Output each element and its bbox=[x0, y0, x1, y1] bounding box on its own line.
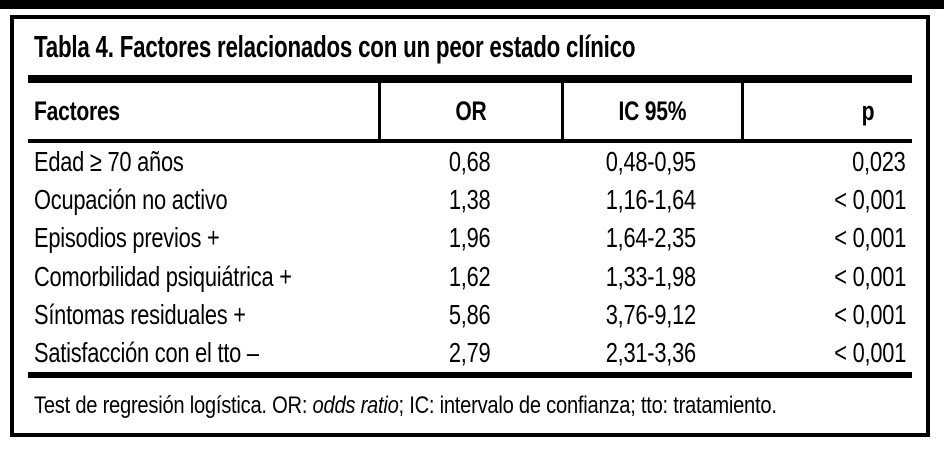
ic-cell: 1,16-1,64 bbox=[561, 181, 741, 219]
ic-value: 1,64-2,35 bbox=[605, 222, 697, 254]
or-cell: 1,38 bbox=[378, 181, 561, 219]
table-row: Satisfacción con el tto – 2,79 2,31-3,36… bbox=[28, 334, 912, 372]
factor-label: Comorbilidad psiquiátrica + bbox=[34, 260, 292, 292]
or-value: 1,96 bbox=[448, 222, 491, 254]
column-header-ic95: IC 95% bbox=[618, 95, 687, 126]
or-value: 2,79 bbox=[448, 336, 491, 368]
table-row: Comorbilidad psiquiátrica + 1,62 1,33-1,… bbox=[28, 258, 912, 296]
title-divider-rule bbox=[28, 75, 912, 83]
or-cell: 5,86 bbox=[378, 296, 561, 334]
factor-cell: Ocupación no activo bbox=[28, 181, 378, 219]
p-cell: < 0,001 bbox=[741, 296, 912, 334]
factor-cell: Comorbilidad psiquiátrica + bbox=[28, 258, 378, 296]
column-header-p: p bbox=[861, 95, 874, 126]
or-cell: 1,96 bbox=[378, 219, 561, 257]
ic-cell: 2,31-3,36 bbox=[561, 334, 741, 372]
factor-cell: Síntomas residuales + bbox=[28, 296, 378, 334]
or-cell: 1,62 bbox=[378, 258, 561, 296]
ic-value: 3,76-9,12 bbox=[605, 298, 697, 330]
p-cell: 0,023 bbox=[741, 143, 912, 181]
column-header-factores-cell: Factores bbox=[28, 83, 378, 139]
factor-label: Edad ≥ 70 años bbox=[34, 146, 184, 178]
column-header-factores: Factores bbox=[34, 95, 120, 126]
footnote-prefix: Test de regresión logística. OR: bbox=[34, 391, 313, 419]
p-cell: < 0,001 bbox=[741, 219, 912, 257]
ic-cell: 0,48-0,95 bbox=[561, 143, 741, 181]
factor-label: Satisfacción con el tto – bbox=[34, 336, 259, 368]
p-value: < 0,001 bbox=[834, 298, 906, 330]
table-row: Episodios previos + 1,96 1,64-2,35 < 0,0… bbox=[28, 219, 912, 257]
column-header-p-cell: p bbox=[741, 83, 912, 139]
factor-label: Episodios previos + bbox=[34, 222, 220, 254]
footer-divider-rule bbox=[28, 372, 912, 378]
p-cell: < 0,001 bbox=[741, 258, 912, 296]
table-box: Tabla 4. Factores relacionados con un pe… bbox=[10, 15, 930, 437]
p-value: < 0,001 bbox=[834, 260, 906, 292]
or-cell: 0,68 bbox=[378, 143, 561, 181]
or-value: 1,38 bbox=[448, 184, 491, 216]
factor-cell: Satisfacción con el tto – bbox=[28, 334, 378, 372]
column-header-or-cell: OR bbox=[378, 83, 561, 139]
p-value: < 0,001 bbox=[834, 184, 906, 216]
footnote-suffix: ; IC: intervalo de confianza; tto: trata… bbox=[398, 391, 777, 419]
or-value: 5,86 bbox=[448, 298, 491, 330]
column-header-ic95-cell: IC 95% bbox=[561, 83, 741, 139]
column-header-or: OR bbox=[455, 95, 487, 126]
table-footnote-band: Test de regresión logística. OR: odds ra… bbox=[28, 378, 912, 433]
factor-cell: Episodios previos + bbox=[28, 219, 378, 257]
or-value: 1,62 bbox=[448, 260, 491, 292]
table-header-row: Factores OR IC 95% p bbox=[28, 83, 912, 139]
header-divider-rule bbox=[28, 139, 912, 143]
ic-value: 2,31-3,36 bbox=[605, 336, 697, 368]
or-cell: 2,79 bbox=[378, 334, 561, 372]
ic-value: 1,33-1,98 bbox=[605, 260, 697, 292]
page-top-rule bbox=[0, 0, 944, 9]
ic-cell: 1,64-2,35 bbox=[561, 219, 741, 257]
table-title: Tabla 4. Factores relacionados con un pe… bbox=[34, 29, 636, 64]
factor-label: Síntomas residuales + bbox=[34, 298, 246, 330]
ic-cell: 3,76-9,12 bbox=[561, 296, 741, 334]
p-cell: < 0,001 bbox=[741, 181, 912, 219]
p-value: 0,023 bbox=[852, 146, 907, 178]
ic-value: 0,48-0,95 bbox=[605, 146, 697, 178]
ic-value: 1,16-1,64 bbox=[605, 184, 697, 216]
table-row: Síntomas residuales + 5,86 3,76-9,12 < 0… bbox=[28, 296, 912, 334]
p-cell: < 0,001 bbox=[741, 334, 912, 372]
p-value: < 0,001 bbox=[834, 336, 906, 368]
p-value: < 0,001 bbox=[834, 222, 906, 254]
table-footnote: Test de regresión logística. OR: odds ra… bbox=[34, 392, 777, 420]
table-row: Edad ≥ 70 años 0,68 0,48-0,95 0,023 bbox=[28, 143, 912, 181]
ic-cell: 1,33-1,98 bbox=[561, 258, 741, 296]
table-body: Edad ≥ 70 años 0,68 0,48-0,95 0,023 Ocup… bbox=[28, 143, 912, 372]
factor-label: Ocupación no activo bbox=[34, 184, 228, 216]
table-title-band: Tabla 4. Factores relacionados con un pe… bbox=[28, 19, 912, 75]
factor-cell: Edad ≥ 70 años bbox=[28, 143, 378, 181]
table-row: Ocupación no activo 1,38 1,16-1,64 < 0,0… bbox=[28, 181, 912, 219]
footnote-italic-term: odds ratio bbox=[312, 391, 399, 419]
or-value: 0,68 bbox=[448, 146, 491, 178]
